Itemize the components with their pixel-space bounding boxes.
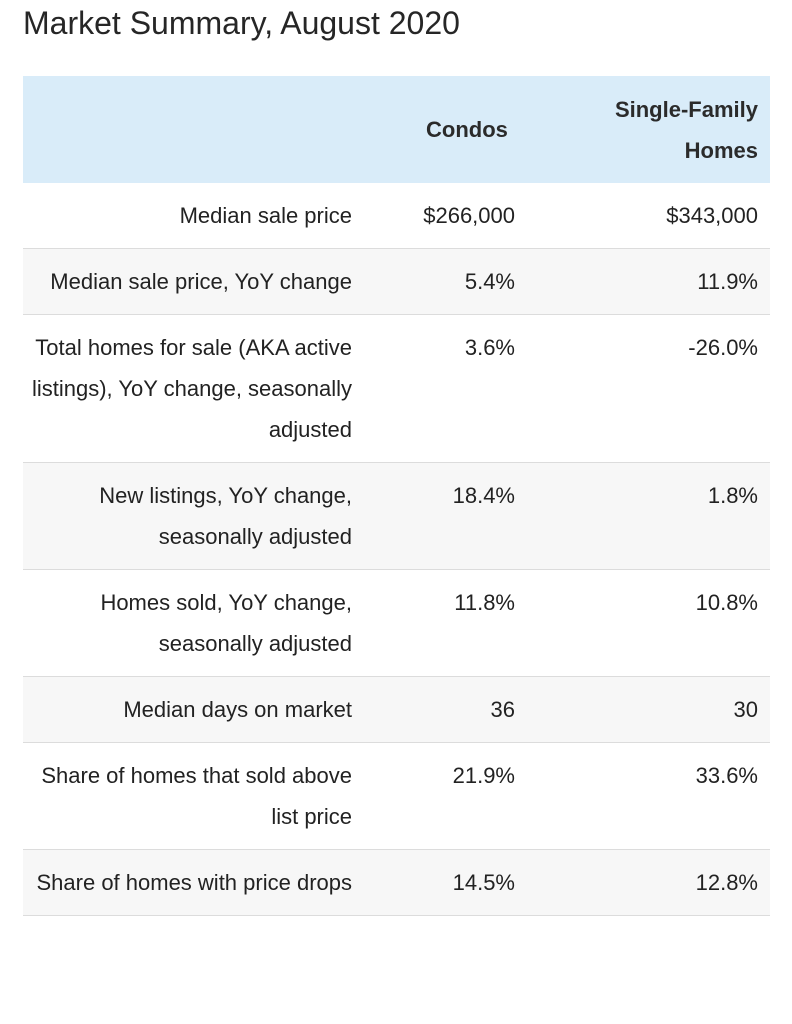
column-header-single-family-text: Single-Family Homes [614, 96, 758, 163]
single-family-value: 12.8% [695, 870, 758, 895]
table-row: Share of homes with price drops 14.5% 12… [23, 849, 770, 916]
row-label: Share of homes that sold above list pric… [41, 763, 352, 829]
table-header: Condos Single-Family Homes [23, 76, 770, 183]
single-family-value: -26.0% [688, 335, 758, 360]
row-label: Median sale price, YoY change [50, 269, 352, 294]
header-row: Condos Single-Family Homes [23, 76, 770, 183]
single-family-value: 33.6% [695, 763, 758, 788]
single-family-value: 10.8% [695, 590, 758, 615]
single-family-value: 30 [733, 697, 758, 722]
condos-value: 21.9% [452, 763, 515, 788]
row-label: New listings, YoY change, seasonally adj… [99, 483, 352, 549]
table-row: Homes sold, YoY change, seasonally adjus… [23, 570, 770, 677]
table-row: Median sale price $266,000 $343,000 [23, 183, 770, 249]
table-row: Median sale price, YoY change 5.4% 11.9% [23, 248, 770, 315]
row-label: Median sale price [179, 203, 352, 228]
market-summary-table: Condos Single-Family Homes Median sale p… [23, 76, 770, 916]
condos-value: 5.4% [464, 269, 515, 294]
single-family-value: 1.8% [707, 483, 758, 508]
table-row: Share of homes that sold above list pric… [23, 743, 770, 850]
page-title: Market Summary, August 2020 [23, 5, 460, 41]
column-header-single-family: Single-Family Homes [525, 76, 770, 183]
table-row: Median days on market 36 30 [23, 676, 770, 743]
condos-value: 14.5% [452, 870, 515, 895]
single-family-value: 11.9% [697, 269, 758, 294]
condos-value: $266,000 [423, 203, 515, 228]
row-label: Share of homes with price drops [36, 870, 353, 895]
condos-value: 18.4% [452, 483, 515, 508]
row-label: Total homes for sale (AKA active listing… [31, 335, 352, 442]
table-body: Median sale price $266,000 $343,000 Medi… [23, 183, 770, 916]
condos-value: 3.6% [464, 335, 515, 360]
condos-value: 11.8% [454, 590, 515, 615]
condos-value: 36 [490, 697, 515, 722]
table-row: Total homes for sale (AKA active listing… [23, 315, 770, 463]
row-label: Homes sold, YoY change, seasonally adjus… [100, 590, 352, 656]
table-row: New listings, YoY change, seasonally adj… [23, 462, 770, 570]
column-header-label [23, 76, 357, 183]
single-family-value: $343,000 [666, 203, 758, 228]
column-header-condos: Condos [426, 117, 508, 142]
row-label: Median days on market [123, 697, 352, 722]
